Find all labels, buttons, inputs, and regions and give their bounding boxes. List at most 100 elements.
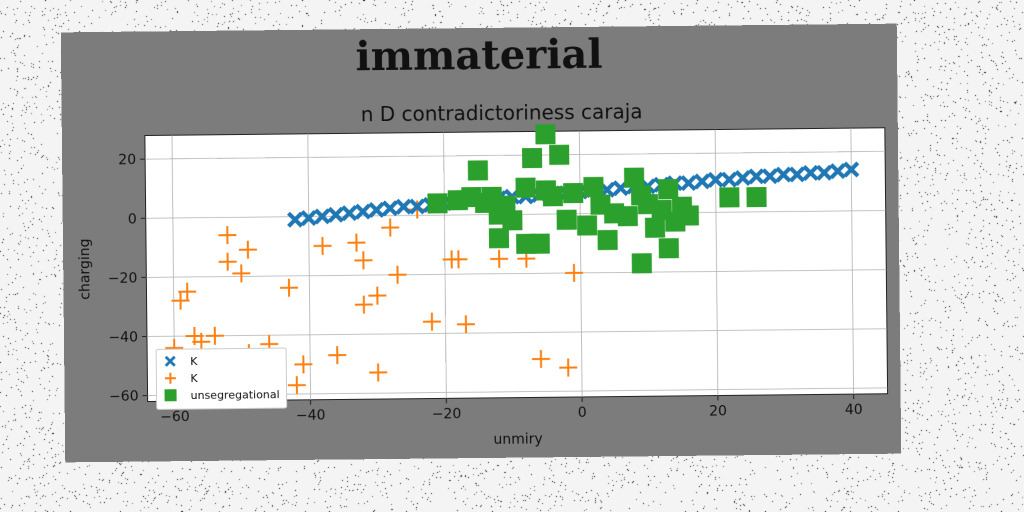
data-point [178, 282, 197, 301]
data-point [218, 226, 237, 245]
data-point [529, 233, 550, 254]
data-point [341, 205, 358, 222]
data-point [287, 211, 304, 228]
data-point [205, 326, 224, 345]
x-tick-label: −40 [296, 408, 326, 424]
x-tick-label: −60 [160, 409, 190, 425]
data-point [658, 179, 679, 200]
data-point [422, 312, 441, 331]
data-point [617, 206, 638, 227]
legend-box [155, 347, 288, 410]
y-tick-label: −20 [108, 270, 138, 286]
plot-area [144, 127, 889, 403]
data-point [542, 186, 563, 207]
data-point [515, 177, 536, 198]
scatter-chart: n D contradictoriness caraja −60 −40 −20 0 2… [77, 99, 889, 448]
data-point [218, 252, 237, 271]
data-point [369, 363, 388, 382]
legend-marker [164, 389, 177, 402]
data-point [294, 355, 313, 374]
data-point [843, 161, 860, 178]
data-point [694, 173, 711, 190]
y-axis-ticks: −60 −40 −20 0 20 [108, 152, 148, 405]
y-tick-label: −40 [108, 330, 138, 346]
data-point [521, 147, 543, 169]
data-point [577, 215, 598, 236]
data-point [280, 278, 299, 297]
x-grid-line [850, 128, 855, 395]
data-point [232, 264, 251, 283]
data-point [354, 295, 373, 314]
y-tick-label: 0 [128, 211, 137, 227]
data-point [467, 160, 489, 181]
x-grid-line [714, 129, 719, 396]
data-point [680, 174, 697, 192]
data-point [644, 217, 666, 238]
data-point [502, 210, 523, 231]
data-point [192, 332, 211, 351]
x-tick-label: 20 [709, 403, 727, 419]
legend-label: K [190, 355, 198, 368]
data-point [707, 171, 724, 188]
data-point [381, 200, 399, 217]
data-points [165, 124, 860, 395]
y-tick-label: −60 [109, 389, 139, 405]
y-grid-line [146, 328, 887, 337]
data-point [395, 198, 412, 215]
data-point [816, 164, 833, 181]
legend-marker [164, 355, 176, 367]
data-point [678, 205, 699, 226]
data-point [721, 171, 738, 188]
data-point [300, 209, 317, 227]
x-tick-label: 0 [578, 405, 587, 421]
data-point [488, 228, 510, 249]
data-point [314, 208, 331, 225]
data-point [597, 229, 618, 251]
grid-lines [145, 128, 888, 402]
data-point [734, 169, 751, 187]
y-tick-label: 20 [118, 152, 136, 168]
data-point [409, 198, 426, 215]
x-grid-line [578, 130, 583, 397]
data-point [556, 209, 577, 230]
data-point [408, 200, 427, 219]
data-point [746, 186, 767, 208]
legend-label: K [190, 372, 198, 385]
data-point [328, 346, 347, 365]
data-point [238, 240, 257, 259]
chart-title: n D contradictoriness caraja [361, 99, 643, 126]
data-point [535, 124, 556, 145]
x-tick-label: 40 [845, 402, 863, 418]
data-point [658, 238, 679, 259]
data-point [802, 164, 819, 181]
data-point [549, 144, 570, 165]
legend-label: unsegregational [191, 388, 280, 402]
data-point [583, 176, 604, 198]
data-point [354, 203, 371, 220]
data-point [368, 286, 387, 305]
data-point [829, 163, 846, 180]
data-point [565, 263, 584, 282]
x-axis-ticks: −60 −40 −20 0 20 40 [160, 394, 863, 425]
figure-card: immaterial n D contradictoriness caraja … [60, 23, 902, 463]
data-point [531, 349, 550, 368]
data-point [347, 233, 366, 252]
data-point [490, 249, 509, 268]
legend-marker [164, 372, 176, 384]
data-point [748, 168, 765, 185]
data-point [456, 315, 475, 334]
x-grid-line [443, 132, 447, 399]
data-point [719, 187, 740, 208]
y-grid-line [145, 151, 886, 160]
data-point [788, 166, 806, 183]
y-grid-line [146, 269, 887, 278]
data-point [427, 193, 448, 214]
data-point [354, 251, 373, 270]
data-point [624, 167, 645, 188]
x-grid-line [307, 133, 311, 400]
data-point [631, 253, 652, 274]
x-axis-label: unmiry [493, 431, 542, 448]
data-point [761, 168, 778, 185]
data-point [287, 376, 306, 395]
